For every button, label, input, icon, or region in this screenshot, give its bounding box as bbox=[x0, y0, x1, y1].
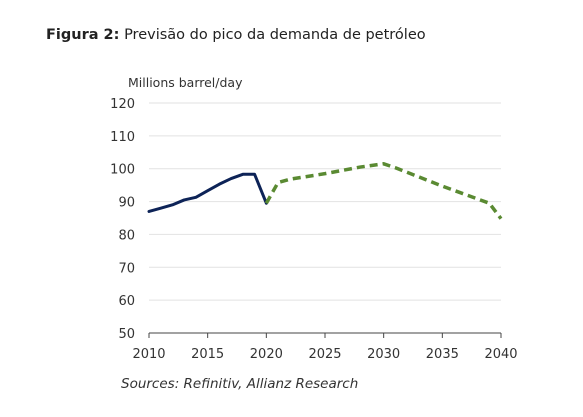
y-tick-label-120: 120 bbox=[110, 97, 135, 112]
figure-title-text: Previsão do pico da demanda de petróleo bbox=[124, 27, 426, 43]
grid bbox=[149, 102, 501, 301]
x-tick-label-2025: 2025 bbox=[308, 347, 341, 362]
x-tick-label-2020: 2020 bbox=[250, 347, 283, 362]
y-tick-label-100: 100 bbox=[110, 163, 135, 178]
x-tick-label-2030: 2030 bbox=[367, 347, 400, 362]
x-tick-label-2015: 2015 bbox=[191, 347, 224, 362]
historical-series-line bbox=[147, 172, 268, 213]
x-tick-label-2010: 2010 bbox=[132, 347, 165, 362]
y-tick-label-50: 50 bbox=[118, 327, 135, 342]
y-tick-label-60: 60 bbox=[118, 294, 135, 309]
forecast-series-line bbox=[264, 162, 503, 220]
y-tick-label-90: 90 bbox=[118, 196, 135, 211]
tick-labels: 50 60 70 80 90 100 110 120 2010 2015 2020 2025 2030 2… bbox=[110, 97, 517, 362]
x-tick-label-2035: 2035 bbox=[426, 347, 459, 362]
axes bbox=[148, 332, 502, 338]
series-group bbox=[147, 162, 503, 220]
y-tick-label-70: 70 bbox=[118, 261, 135, 276]
source-note: Sources: Refinitiv, Allianz Research bbox=[121, 376, 359, 392]
x-tick-label-2040: 2040 bbox=[484, 347, 517, 362]
y-tick-label-80: 80 bbox=[118, 228, 135, 243]
y-axis-label: Millions barrel/day bbox=[128, 75, 243, 90]
y-tick-label-110: 110 bbox=[110, 130, 135, 145]
figure-label: Figura 2: bbox=[46, 27, 120, 43]
figure-title: Figura 2: Previsão do pico da demanda de… bbox=[46, 27, 426, 43]
